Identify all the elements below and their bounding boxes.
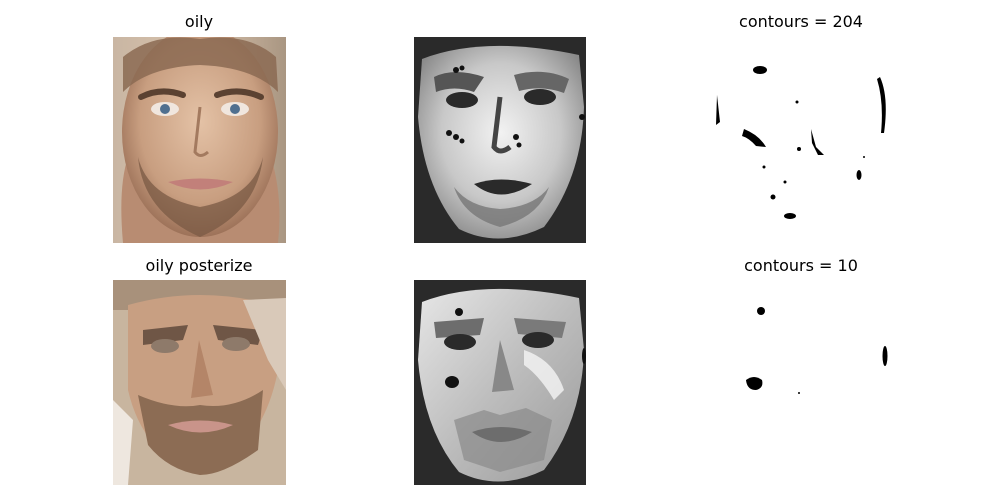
posterized-face-photo-icon	[113, 280, 286, 485]
panel-title-oily-posterize: oily posterize	[145, 256, 253, 275]
contours-oily-panel	[714, 37, 888, 243]
posterized-face-photo-panel	[113, 280, 286, 485]
panel-title-oily: oily	[184, 12, 214, 31]
oily-mask-panel	[414, 37, 586, 243]
panel-title-contours-posterize: contours = 10	[744, 256, 858, 275]
face-photo-panel	[113, 37, 286, 243]
panel-title-contours-oily: contours = 204	[739, 12, 863, 31]
contour-blobs-icon	[714, 37, 888, 243]
contours-posterize-panel	[714, 280, 888, 485]
posterized-mask-panel	[414, 280, 586, 485]
face-photo-icon	[113, 37, 286, 243]
oily-grayscale-mask-icon	[414, 37, 586, 243]
contour-blobs-icon	[714, 280, 888, 485]
posterized-grayscale-mask-icon	[414, 280, 586, 485]
